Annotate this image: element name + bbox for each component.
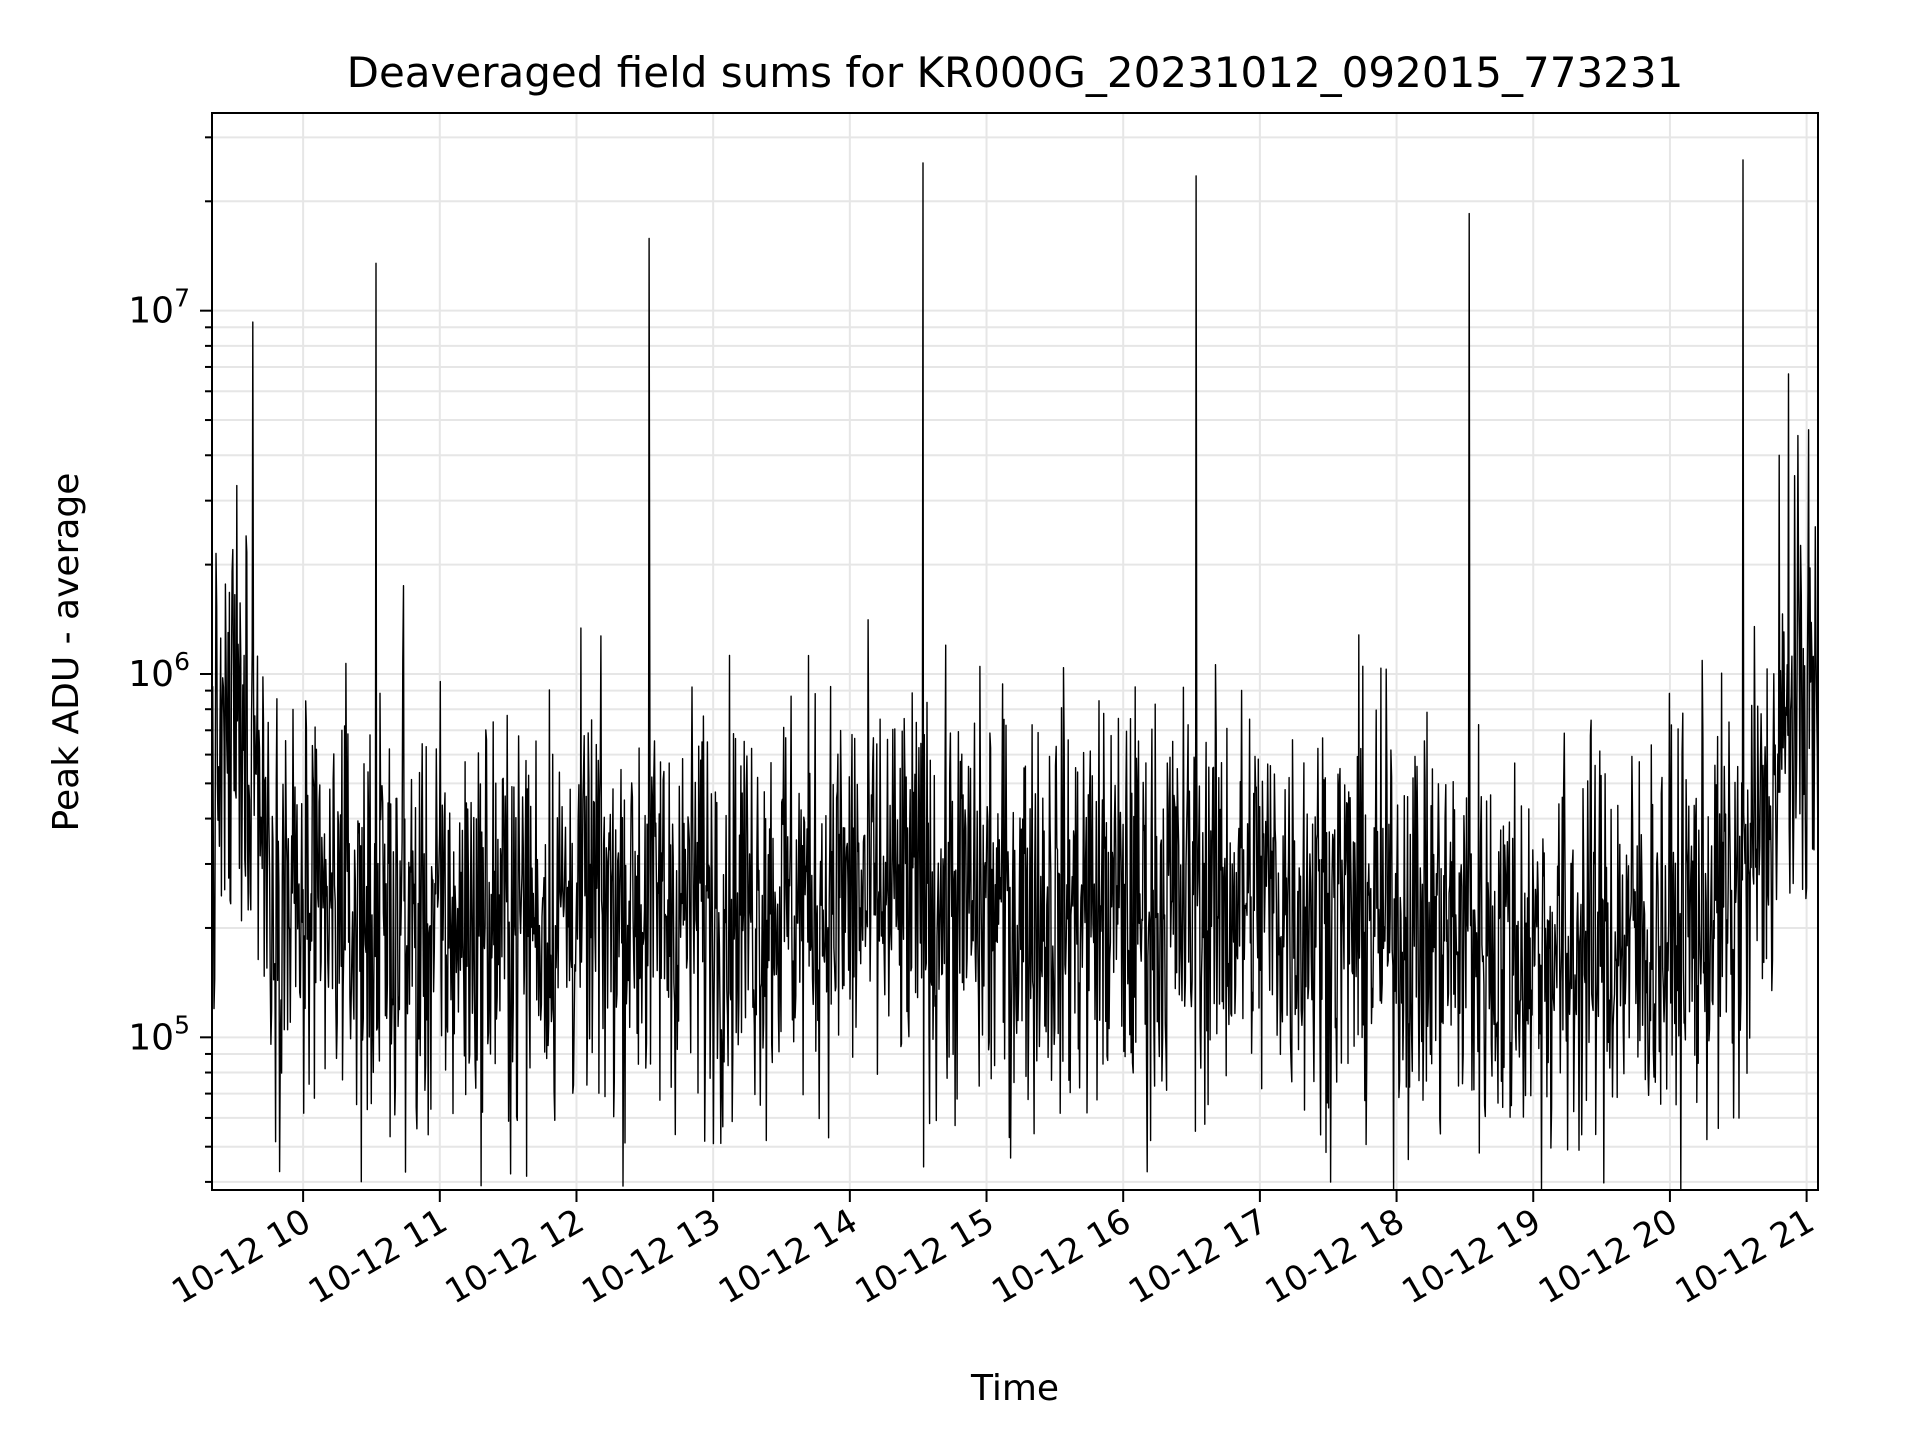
chart-title: Deaveraged field sums for KR000G_2023101… xyxy=(347,48,1684,97)
y-tick-label: 106 xyxy=(128,647,190,695)
plot-frame xyxy=(211,112,1819,1191)
y-axis-label: Peak ADU - average xyxy=(46,473,87,832)
series-line xyxy=(211,159,1819,1191)
x-axis-label: Time xyxy=(970,1368,1059,1409)
y-axis: 105 106 107 xyxy=(128,136,212,1183)
y-tick-label: 107 xyxy=(128,284,190,332)
series-layer xyxy=(211,159,1819,1191)
y-tick-label: 105 xyxy=(128,1010,190,1058)
